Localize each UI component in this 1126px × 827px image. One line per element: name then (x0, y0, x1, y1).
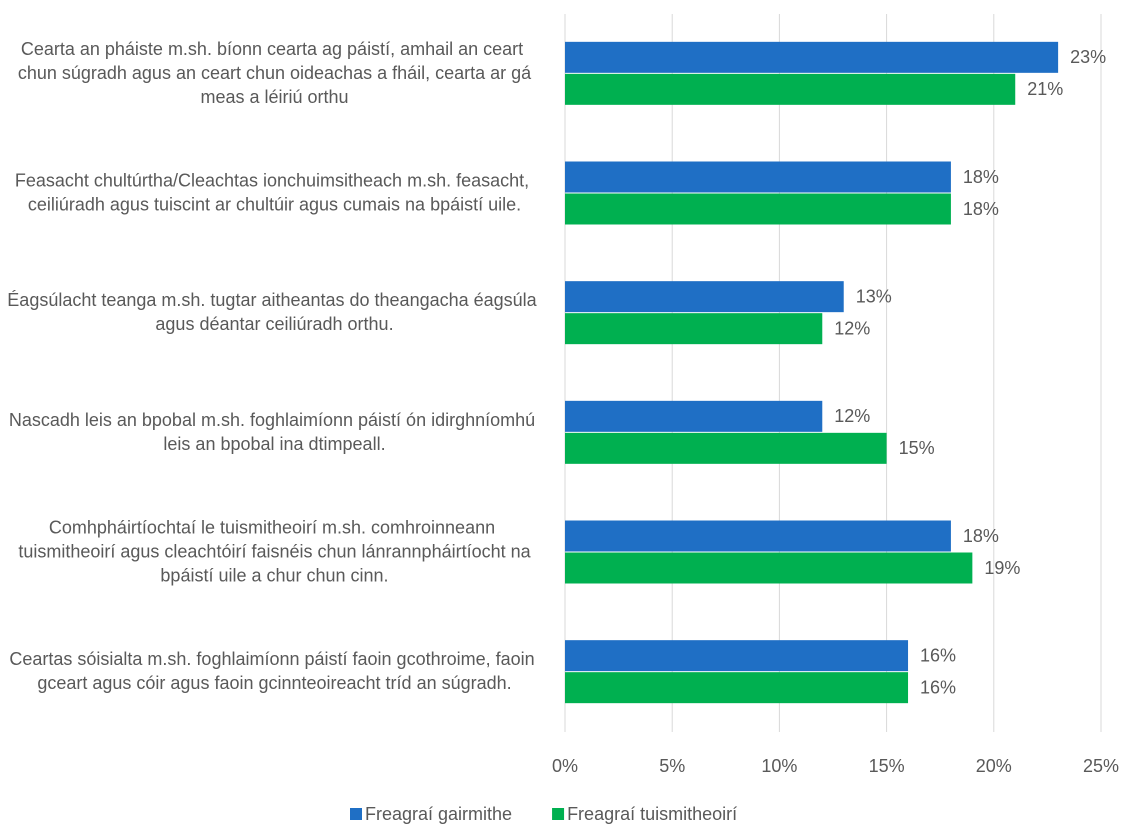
label-line: Comhpháirtíochtaí le tuismitheoirí m.sh.… (49, 517, 495, 537)
label-line: leis an bpobal ina dtimpeall. (158, 434, 385, 454)
value-label: 23% (1070, 47, 1106, 67)
legend-swatch (552, 808, 565, 820)
x-tick-label: 5% (659, 756, 685, 776)
bar (565, 193, 951, 225)
value-label: 16% (920, 645, 956, 665)
y-tick-label: Nascadh leis an bpobal m.sh. foghlaimíon… (9, 410, 535, 454)
value-label: 18% (963, 167, 999, 187)
label-line: agus déantar ceiliúradh orthu. (150, 314, 393, 334)
label-line: Ceartas sóisialta m.sh. foghlaimíonn pái… (9, 649, 534, 669)
value-label: 12% (834, 406, 870, 426)
legend-label: Freagraí gairmithe (365, 804, 512, 824)
label-line: meas a léiriú orthu (195, 87, 348, 107)
bar (565, 161, 951, 193)
bar (565, 672, 909, 704)
y-tick-label: Ceartas sóisialta m.sh. foghlaimíonn pái… (9, 649, 534, 693)
label-line: ceiliúradh agus tuiscint ar chultúir agu… (23, 194, 521, 214)
y-tick-label: Comhpháirtíochtaí le tuismitheoirí m.sh.… (13, 517, 531, 585)
value-label: 16% (920, 677, 956, 697)
x-tick-label: 15% (869, 756, 905, 776)
value-label: 18% (963, 199, 999, 219)
value-label: 15% (899, 438, 935, 458)
value-label: 21% (1027, 79, 1063, 99)
bar (565, 73, 1016, 105)
legend-label: Freagraí tuismitheoirí (567, 804, 737, 824)
label-line: Feasacht chultúrtha/Cleachtas ionchuimsi… (15, 170, 529, 190)
x-tick-label: 10% (761, 756, 797, 776)
bar (565, 432, 887, 464)
bar (565, 400, 823, 432)
value-label: 19% (984, 558, 1020, 578)
x-tick-label: 25% (1083, 756, 1119, 776)
bar (565, 281, 844, 313)
bar (565, 41, 1059, 73)
legend-swatch (350, 808, 362, 820)
value-label: 18% (963, 526, 999, 546)
label-line: Éagsúlacht teanga m.sh. tugtar aitheanta… (7, 290, 537, 310)
bar (565, 313, 823, 345)
x-tick-label: 0% (552, 756, 578, 776)
y-tick-label: Éagsúlacht teanga m.sh. tugtar aitheanta… (7, 290, 537, 334)
label-line: Cearta an pháiste m.sh. bíonn cearta ag … (21, 39, 523, 59)
bar (565, 552, 973, 584)
label-line: bpáistí uile a chur chun cinn. (155, 565, 388, 585)
label-line: tuismitheoirí agus cleachtóirí faisnéis … (13, 541, 531, 561)
label-line: gceart agus cóir agus faoin gcinnteoirea… (32, 673, 511, 693)
value-label: 13% (856, 286, 892, 306)
y-tick-label: Feasacht chultúrtha/Cleachtas ionchuimsi… (15, 170, 529, 214)
label-line: chun súgradh agus an ceart chun oideacha… (13, 63, 532, 83)
y-tick-label: Cearta an pháiste m.sh. bíonn cearta ag … (13, 39, 532, 107)
label-line: Nascadh leis an bpobal m.sh. foghlaimíon… (9, 410, 535, 430)
value-label: 12% (834, 318, 870, 338)
x-tick-label: 20% (976, 756, 1012, 776)
bar (565, 520, 951, 552)
bar (565, 640, 909, 672)
